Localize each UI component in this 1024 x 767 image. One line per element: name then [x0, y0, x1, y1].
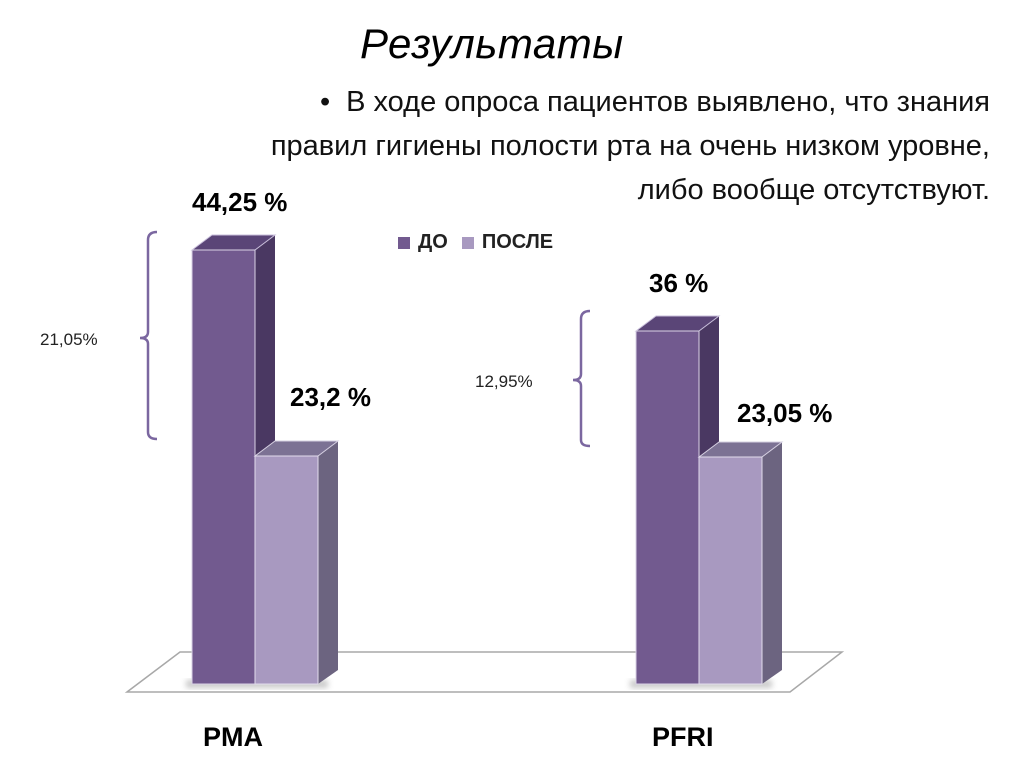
chart-legend: ДО ПОСЛЕ: [398, 231, 567, 254]
data-label-pfri-before: 36 %: [649, 268, 709, 298]
data-label-pfri-after: 23,05 %: [737, 398, 833, 428]
data-label-pma-before: 44,25 %: [192, 187, 288, 217]
legend-swatch-before: [398, 236, 410, 249]
legend-item-after: ПОСЛЕ: [461, 231, 553, 254]
category-label-pfri: PFRI: [652, 722, 714, 752]
difference-label-pfri: 12,95%: [475, 372, 533, 391]
legend-swatch-after: [461, 236, 474, 249]
difference-bracket-pma: [139, 230, 158, 441]
bullet-dot: •: [319, 86, 331, 118]
bullet-line-2: правил гигиены полости рта на очень низк…: [270, 130, 990, 162]
bar-pma-after: [253, 440, 340, 685]
bullet-line-3: либо вообще отсутствуют.: [637, 174, 990, 206]
bullet-paragraph: • В ходе опроса пациентов выявлено, что з…: [130, 80, 990, 212]
bullet-line-1: • В ходе опроса пациентов выявлено, что з…: [319, 86, 990, 118]
bar-pma-before: [190, 234, 277, 685]
difference-label-pma: 21,05%: [40, 330, 98, 349]
difference-bracket-pfri: [572, 309, 591, 448]
data-label-pma-after: 23,2 %: [290, 382, 371, 412]
slide-title: Результаты: [360, 20, 624, 67]
category-label-pma: PMA: [203, 722, 263, 752]
legend-item-before: ДО: [398, 231, 448, 254]
bar-pfri-before: [634, 315, 721, 685]
bar-pfri-after: [697, 441, 784, 685]
